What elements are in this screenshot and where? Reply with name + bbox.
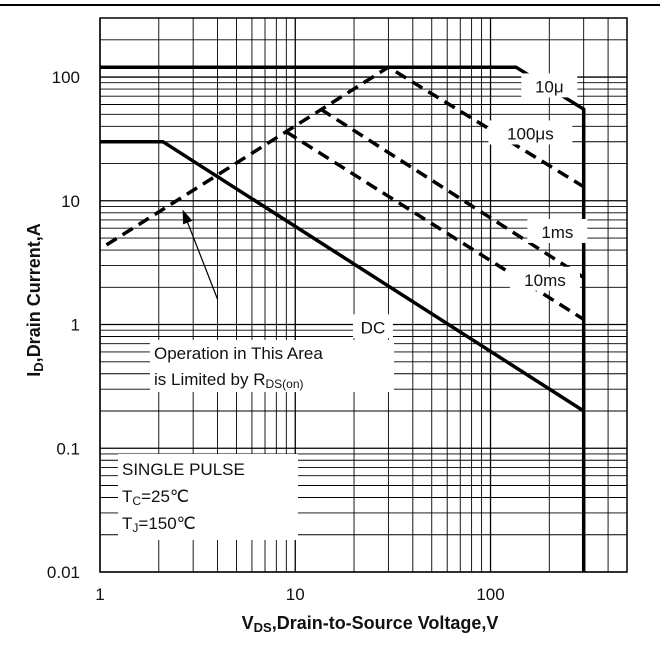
curve-label: 1ms: [541, 223, 573, 242]
arrow-shaft: [185, 217, 219, 300]
curve-label-bg: [527, 218, 588, 243]
x-axis-title: VDS,Drain-to-Source Voltage,V: [242, 613, 499, 635]
curve-label: 100μs: [507, 124, 554, 143]
y-tick-label: 0.1: [56, 439, 80, 458]
annotation-line-2: is Limited by RDS(on): [154, 370, 304, 391]
tc-label: TC=25℃: [122, 487, 189, 508]
y-tick-label: 0.01: [47, 563, 80, 582]
x-tick-label: 1: [95, 585, 104, 604]
series-line: [100, 139, 585, 413]
y-tick-label: 100: [52, 68, 80, 87]
arrow-head: [182, 209, 193, 225]
annotation-arrow: [182, 209, 219, 300]
curve-label: 10μ: [535, 77, 564, 96]
annotation-line-1: Operation in This Area: [154, 344, 323, 363]
y-tick-label: 1: [71, 316, 80, 335]
tj-label: TJ=150℃: [122, 514, 196, 535]
y-tick-label: 10: [61, 192, 80, 211]
top-border: [0, 4, 660, 6]
series-line: [319, 107, 585, 279]
single-pulse-label: SINGLE PULSE: [122, 460, 245, 479]
curve-label-bg: [352, 314, 393, 339]
x-tick-label: 100: [476, 585, 504, 604]
rdson-annotation: Operation in This Area is Limited by RDS…: [150, 340, 394, 392]
y-axis-title: ID,Drain Current,A: [24, 223, 46, 376]
series-line: [105, 65, 585, 247]
curve-labels: 10μ 100μs 1ms 10ms DC: [352, 73, 588, 339]
curve-label: 10ms: [524, 271, 566, 290]
tick-labels: 1 10 100 0.01 0.1 1 10 100: [47, 68, 505, 604]
pulse-conditions: SINGLE PULSE TC=25℃ TJ=150℃: [118, 454, 298, 540]
curve-label-bg: [509, 266, 580, 291]
curve-label: DC: [361, 318, 386, 337]
curve-label-bg: [488, 120, 573, 145]
curve-label-bg: [521, 73, 578, 98]
x-tick-label: 10: [286, 585, 305, 604]
